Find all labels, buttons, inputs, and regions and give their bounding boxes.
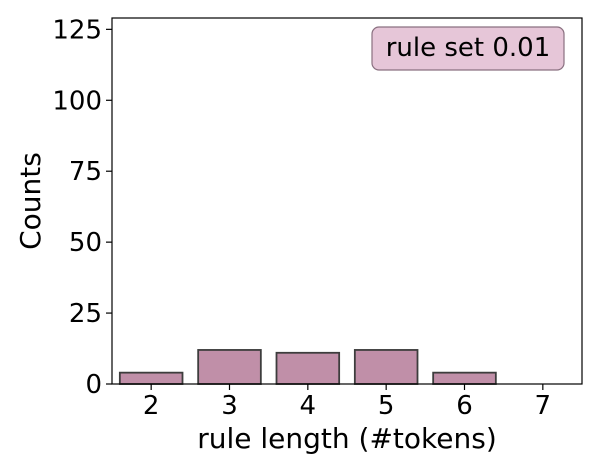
bar-6 [432, 371, 497, 385]
plot-frame [111, 17, 583, 385]
legend: rule set 0.01 [371, 26, 565, 71]
bar-3 [197, 349, 262, 385]
y-tick-label-100: 100 [52, 86, 102, 116]
legend-box [371, 26, 565, 71]
legend-label: rule set 0.01 [386, 33, 551, 63]
x-tick-label-5: 5 [378, 391, 395, 421]
x-tick-label-2: 2 [143, 391, 160, 421]
y-tick-label-0: 0 [85, 370, 102, 400]
x-axis-label: rule length (#tokens) [197, 422, 497, 455]
bar-2 [118, 371, 184, 385]
y-tick-label-50: 50 [69, 228, 102, 258]
ticks-layer: 2 3 4 5 6 7 0 25 50 75 100 125 [52, 15, 551, 421]
y-tick-label-75: 75 [69, 157, 102, 187]
bar-4 [275, 351, 341, 385]
bar-5 [353, 349, 419, 385]
x-tick-label-3: 3 [221, 391, 238, 421]
y-tick-label-125: 125 [52, 15, 102, 45]
x-tick-label-4: 4 [300, 391, 317, 421]
x-tick-label-7: 7 [535, 391, 552, 421]
y-tick-label-25: 25 [69, 299, 102, 329]
x-tick-label-6: 6 [456, 391, 473, 421]
bars-layer [118, 349, 497, 385]
y-axis-label: Counts [14, 152, 47, 250]
